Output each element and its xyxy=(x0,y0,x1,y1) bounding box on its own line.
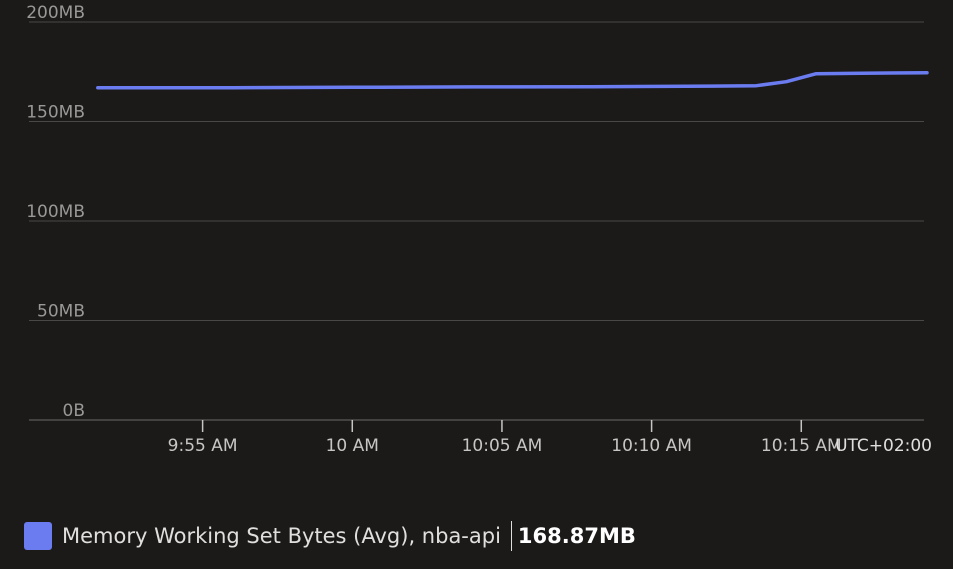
y-tick-label: 150MB xyxy=(26,103,85,123)
x-tick-label: 10:10 AM xyxy=(611,436,692,456)
legend[interactable]: Memory Working Set Bytes (Avg), nba-api … xyxy=(24,520,636,552)
x-axis-ticks: 9:55 AM 10 AM 10:05 AM 10:10 AM 10:15 AM xyxy=(168,420,842,456)
legend-divider xyxy=(510,521,512,551)
x-tick-label: 10 AM xyxy=(326,436,379,456)
y-tick-label: 200MB xyxy=(26,3,85,23)
y-axis-ticks: 200MB 150MB 100MB 50MB 0B xyxy=(26,3,85,421)
legend-series-value: 168.87MB xyxy=(517,524,636,548)
y-tick-label: 100MB xyxy=(26,202,85,222)
grid-layer xyxy=(29,21,924,421)
legend-swatch xyxy=(24,522,52,550)
x-tick-label: 10:05 AM xyxy=(462,436,543,456)
timezone-label: UTC+02:00 xyxy=(835,436,932,456)
legend-series-name: Memory Working Set Bytes (Avg), nba-api xyxy=(62,524,501,548)
series-layer xyxy=(96,70,929,90)
y-tick-label: 0B xyxy=(63,401,85,421)
x-tick-label: 10:15 AM xyxy=(761,436,842,456)
x-tick-label: 9:55 AM xyxy=(168,436,238,456)
y-tick-label: 50MB xyxy=(37,302,85,322)
series-line-memory-working-set[interactable] xyxy=(96,70,929,90)
